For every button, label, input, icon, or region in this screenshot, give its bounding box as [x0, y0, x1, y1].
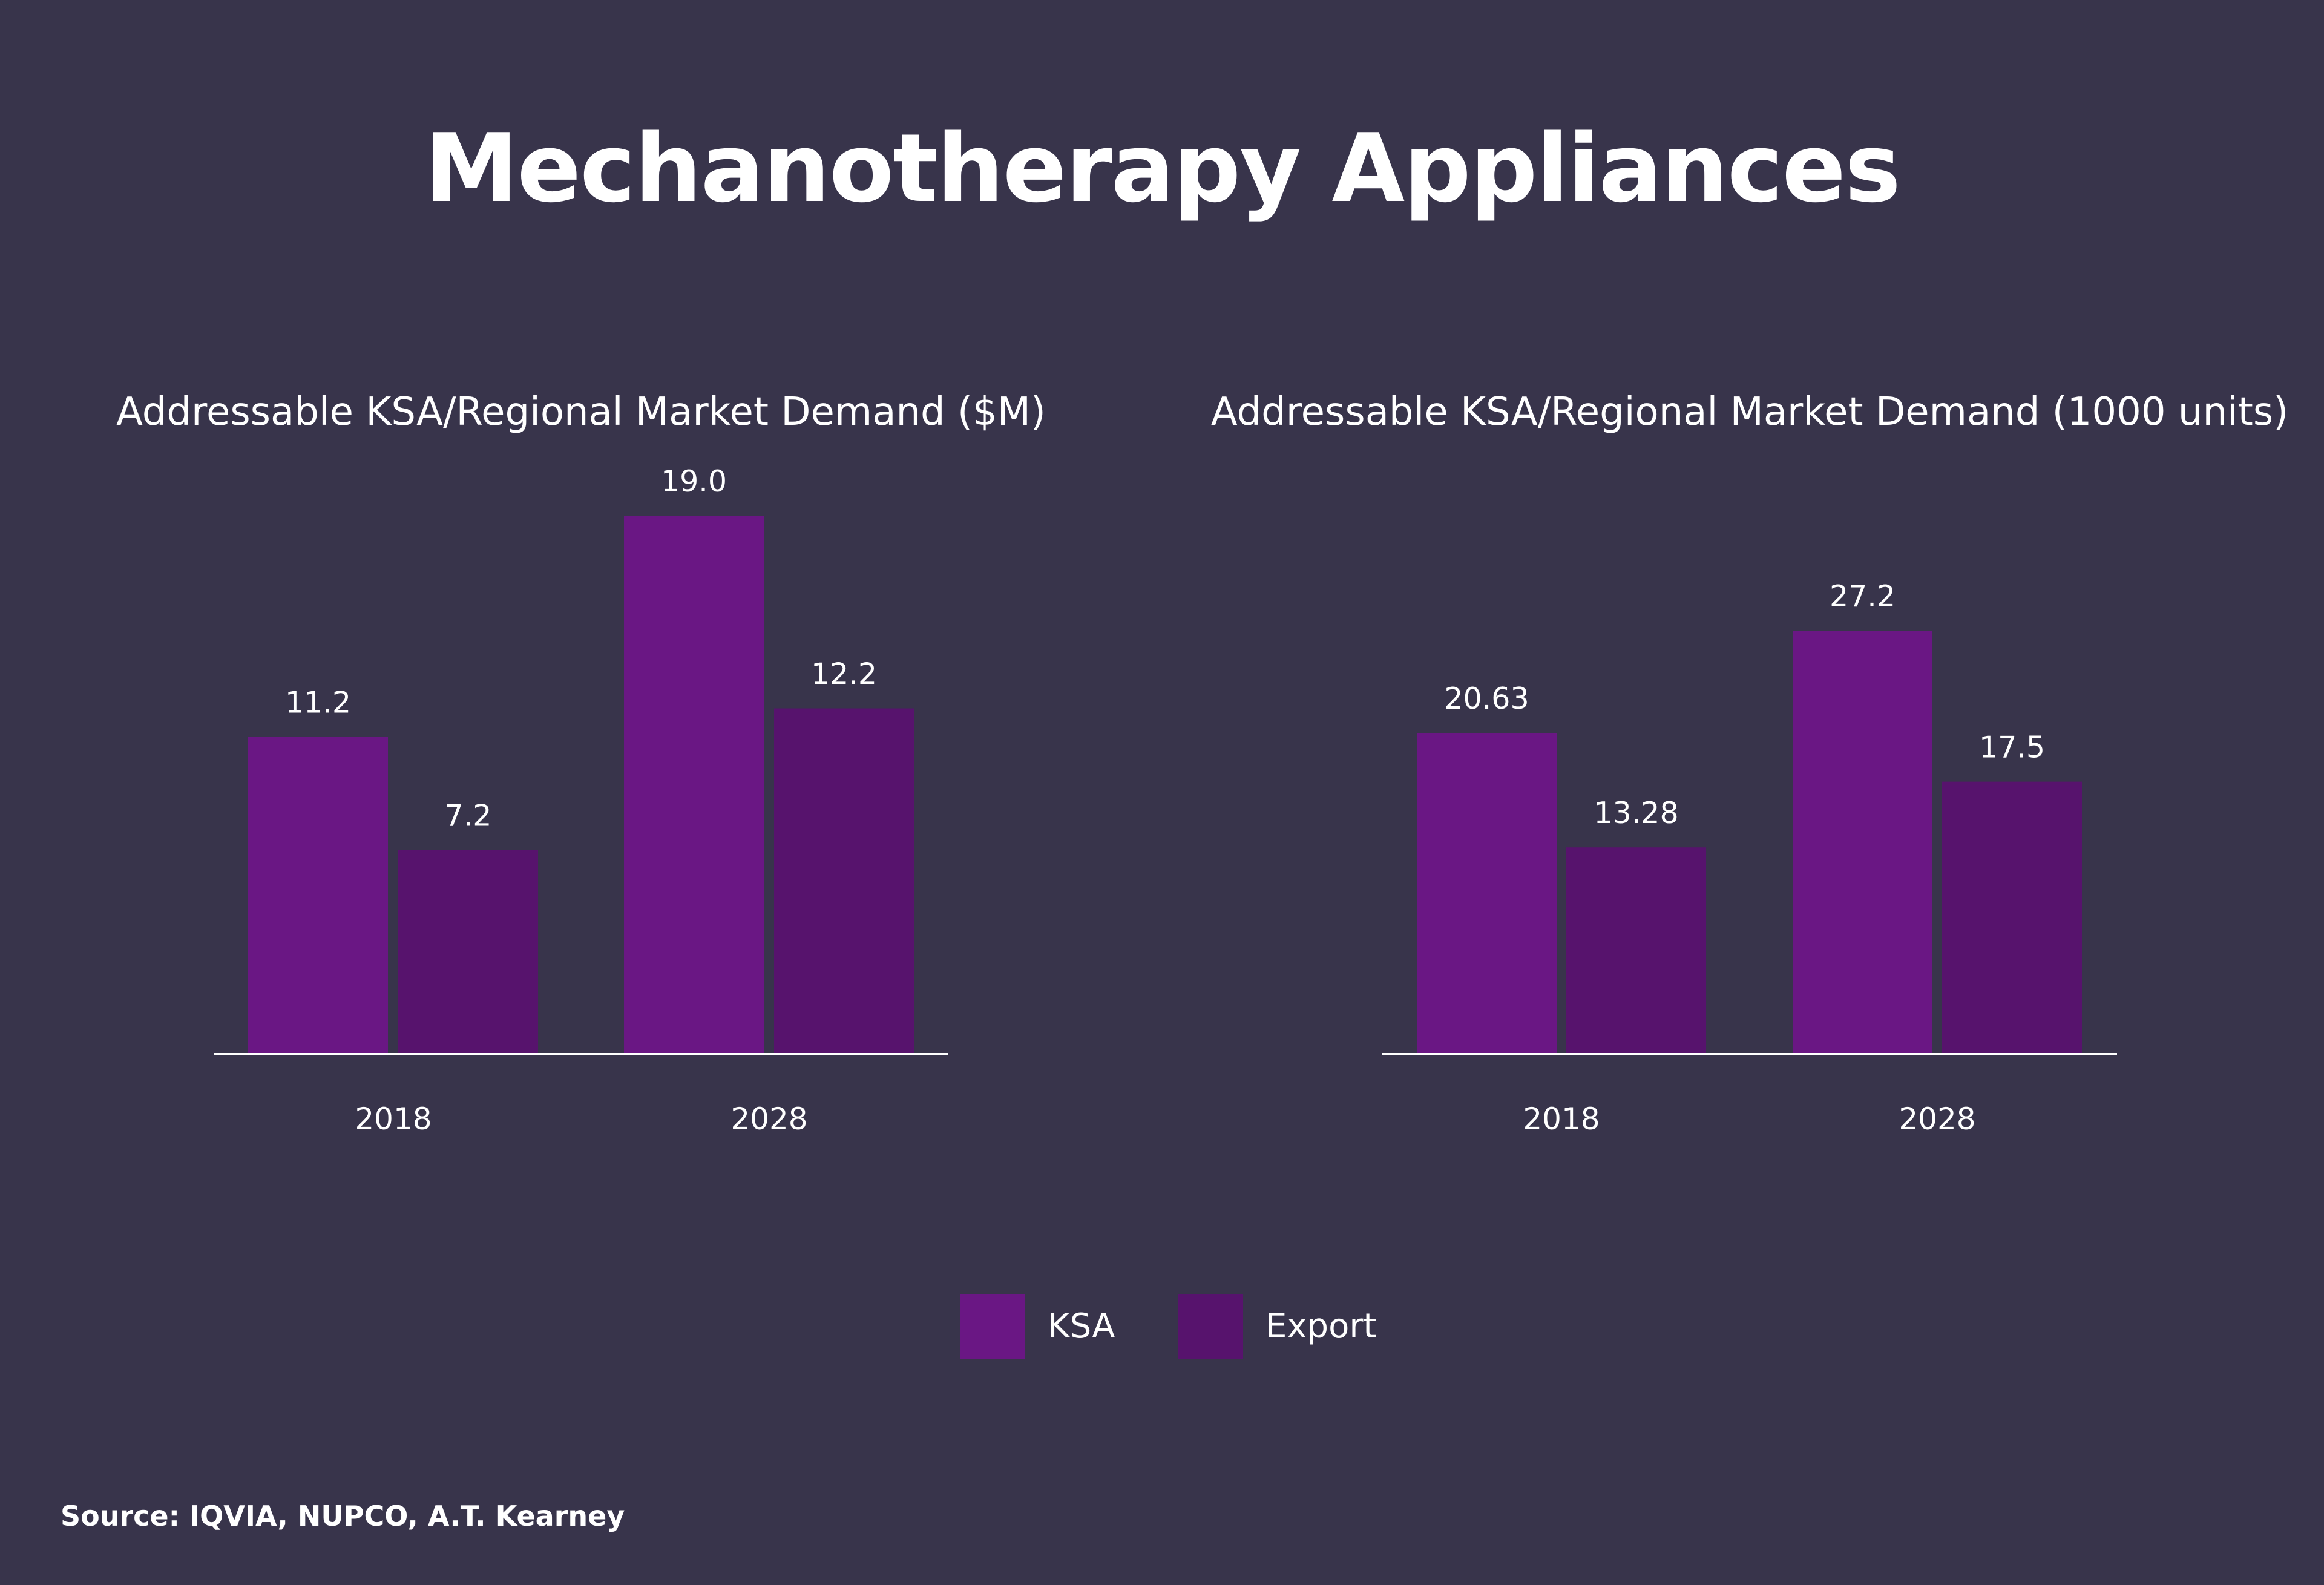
data-label-ksa-2028: 27.2 — [1830, 579, 1896, 614]
bar-export-2018 — [1566, 847, 1706, 1054]
page-title: Mechanotherapy Appliances — [424, 113, 1901, 223]
legend-label-ksa: KSA — [1048, 1307, 1115, 1346]
bar-export-2028 — [1942, 781, 2082, 1054]
bar-ksa-2018 — [1417, 733, 1557, 1054]
chart-title: Addressable KSA/Regional Market Demand (… — [116, 390, 1046, 435]
legend-swatch-ksa — [960, 1294, 1025, 1359]
legend-swatch-export — [1178, 1294, 1243, 1359]
x-tick-label-2018: 2018 — [1523, 1101, 1600, 1137]
data-label-export-2018: 7.2 — [445, 799, 492, 833]
bar-export-2028 — [774, 708, 914, 1054]
data-label-export-2018: 13.28 — [1594, 796, 1678, 830]
chart-market-demand-usd: Addressable KSA/Regional Market Demand (… — [116, 390, 1046, 1137]
legend: KSA Export — [960, 1294, 1376, 1359]
x-tick-label-2028: 2028 — [730, 1101, 807, 1137]
data-label-ksa-2018: 20.63 — [1444, 681, 1529, 716]
x-tick-label-2028: 2028 — [1899, 1101, 1975, 1137]
data-label-export-2028: 17.5 — [1979, 730, 2045, 765]
bar-ksa-2028 — [624, 516, 764, 1054]
bar-export-2018 — [398, 850, 538, 1054]
x-tick-label-2018: 2018 — [355, 1101, 432, 1137]
legend-label-export: Export — [1265, 1307, 1376, 1346]
source-note: Source: IQVIA, NUPCO, A.T. Kearney — [61, 1500, 625, 1532]
data-label-export-2028: 12.2 — [811, 657, 877, 692]
bar-ksa-2028 — [1793, 631, 1932, 1054]
data-label-ksa-2018: 11.2 — [285, 685, 351, 720]
chart-title: Addressable KSA/Regional Market Demand (… — [1211, 390, 2288, 435]
chart-market-demand-units: Addressable KSA/Regional Market Demand (… — [1211, 390, 2288, 1137]
bar-ksa-2018 — [248, 737, 388, 1054]
data-label-ksa-2028: 19.0 — [661, 464, 727, 499]
